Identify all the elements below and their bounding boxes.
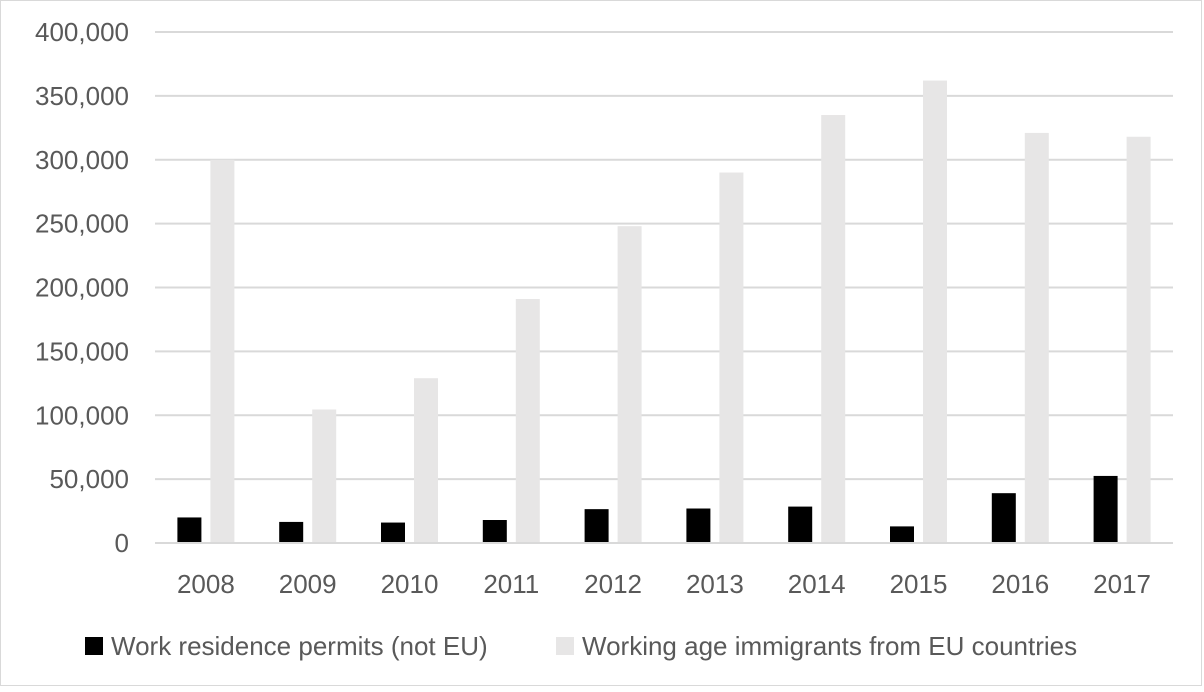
x-tick-label: 2012 bbox=[584, 569, 642, 599]
x-tick-label: 2013 bbox=[686, 569, 744, 599]
bar-eu-immigrants bbox=[719, 172, 744, 543]
bar-eu-immigrants bbox=[312, 409, 337, 543]
bar-eu-immigrants bbox=[210, 159, 235, 543]
x-tick-label: 2014 bbox=[788, 569, 846, 599]
x-tick-label: 2016 bbox=[991, 569, 1049, 599]
x-tick-label: 2009 bbox=[279, 569, 337, 599]
x-tick-label: 2010 bbox=[381, 569, 439, 599]
y-tick-label: 150,000 bbox=[35, 336, 129, 366]
y-axis-ticks: 0 50,000 100,000 150,000 200,000 250,000 300,0… bbox=[35, 17, 129, 558]
y-tick-label: 50,000 bbox=[49, 464, 129, 494]
x-tick-label: 2017 bbox=[1093, 569, 1151, 599]
x-tick-label: 2015 bbox=[890, 569, 948, 599]
y-tick-label: 200,000 bbox=[35, 273, 129, 303]
gridlines bbox=[155, 31, 1173, 481]
bar-eu-immigrants bbox=[1126, 136, 1151, 543]
bar-work-residence-permits bbox=[381, 522, 405, 543]
bar-eu-immigrants bbox=[821, 115, 846, 543]
y-tick-label: 100,000 bbox=[35, 400, 129, 430]
y-tick-label: 0 bbox=[115, 528, 129, 558]
bar-work-residence-permits bbox=[482, 520, 507, 543]
bar-eu-immigrants bbox=[414, 378, 438, 543]
bar-work-residence-permits bbox=[788, 506, 813, 543]
bar-eu-immigrants bbox=[1024, 132, 1049, 544]
bar-work-residence-permits bbox=[991, 493, 1016, 543]
bar-eu-immigrants bbox=[515, 298, 540, 543]
bar-work-residence-permits bbox=[177, 517, 202, 543]
x-axis-ticks: 2008 2009 2010 2011 2012 2013 2014 2015 2016 2017 bbox=[177, 569, 1151, 599]
legend-swatch bbox=[556, 637, 574, 655]
legend: Work residence permits (not EU) Working a… bbox=[85, 631, 1077, 661]
bar-work-residence-permits bbox=[686, 508, 711, 543]
bar-work-residence-permits bbox=[1093, 475, 1118, 543]
bar-work-residence-permits bbox=[279, 521, 304, 543]
x-tick-label: 2008 bbox=[177, 569, 235, 599]
legend-swatch bbox=[85, 637, 103, 655]
y-tick-label: 350,000 bbox=[35, 81, 129, 111]
bar-eu-immigrants bbox=[617, 226, 642, 543]
y-tick-label: 300,000 bbox=[35, 145, 129, 175]
y-tick-label: 250,000 bbox=[35, 209, 129, 239]
legend-label: Work residence permits (not EU) bbox=[111, 631, 488, 661]
x-tick-label: 2011 bbox=[483, 569, 539, 599]
y-tick-label: 400,000 bbox=[35, 17, 129, 47]
bar-work-residence-permits bbox=[584, 509, 609, 543]
bar-eu-immigrants bbox=[923, 80, 947, 544]
bars bbox=[177, 80, 1151, 544]
legend-label: Working age immigrants from EU countries bbox=[582, 631, 1077, 661]
bar-work-residence-permits bbox=[890, 526, 914, 543]
